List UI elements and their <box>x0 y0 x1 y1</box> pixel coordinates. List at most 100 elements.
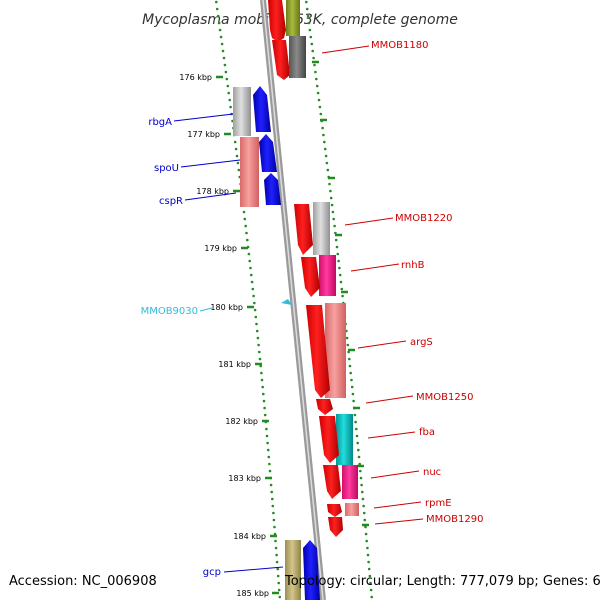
ring-dot <box>310 42 314 46</box>
tick-label: 185 kbp <box>236 589 269 598</box>
ring-dot <box>322 133 325 137</box>
ring-dot <box>236 161 240 165</box>
ring-dot <box>255 322 258 326</box>
ring-dot <box>359 476 363 480</box>
gene-label-fba: fba <box>419 427 435 438</box>
ring-dot <box>324 154 328 158</box>
tick-label: 176 kbp <box>179 73 212 82</box>
ring-dot <box>311 49 315 53</box>
ring-dot <box>347 350 350 354</box>
ring-dot <box>218 28 222 32</box>
ring-dot <box>277 588 281 592</box>
ring-dot <box>351 392 355 396</box>
gene-label-MMOB9030: MMOB9030 <box>141 306 198 317</box>
ring-dot <box>260 371 263 375</box>
gene-arrow-forward <box>268 0 286 42</box>
ring-dot <box>362 504 365 508</box>
ring-dot <box>252 294 255 298</box>
ring-dot <box>337 259 340 263</box>
leader-line <box>321 45 370 54</box>
ring-dot <box>352 399 355 403</box>
gene-label-argS: argS <box>410 337 433 348</box>
cog-bar <box>325 303 346 398</box>
ring-dot <box>275 560 279 564</box>
ring-dot <box>226 84 230 88</box>
gene-arrow-small <box>281 299 292 305</box>
ring-dot <box>215 7 219 11</box>
tick-label: 181 kbp <box>218 360 251 369</box>
gene-label-MMOB1220: MMOB1220 <box>395 213 452 224</box>
ring-dot <box>267 455 271 459</box>
ring-dot <box>261 385 265 389</box>
ring-dot <box>276 567 280 571</box>
ring-dot <box>341 294 344 298</box>
ring-dot <box>369 581 372 585</box>
ring-dot <box>272 518 276 522</box>
ring-dot <box>245 231 248 235</box>
ring-dot <box>276 574 280 578</box>
ring-dot <box>229 105 232 109</box>
ring-dot <box>273 532 277 536</box>
genome-backbone <box>260 0 326 600</box>
tick-label: 178 kbp <box>196 187 229 196</box>
gene-label-MMOB1290: MMOB1290 <box>426 514 483 525</box>
ring-dot <box>228 98 231 102</box>
ring-dot <box>365 539 369 543</box>
gene-label-rbgA: rbgA <box>148 117 172 128</box>
ring-dot <box>314 70 317 74</box>
gene-arrow-forward <box>306 305 330 398</box>
ring-dot <box>360 483 363 487</box>
ring-dot <box>271 504 275 508</box>
ring-dot <box>256 336 260 340</box>
ring-dot <box>349 371 353 375</box>
ring-dot <box>326 168 330 172</box>
ring-dot <box>325 161 329 165</box>
tick-label: 179 kbp <box>204 244 237 253</box>
ring-dot <box>306 14 310 18</box>
ring-dot <box>260 378 264 382</box>
ring-dot <box>335 245 339 249</box>
leader-line <box>367 431 416 439</box>
ring-dot <box>259 364 263 368</box>
gene-arrow-forward <box>323 465 341 499</box>
gene-arrow-reverse <box>259 134 277 172</box>
ring-dot <box>255 329 259 333</box>
cog-bar <box>319 255 336 296</box>
tick-label: 184 kbp <box>233 532 266 541</box>
ring-dot <box>364 525 367 529</box>
ring-dot <box>219 35 223 39</box>
ring-dot <box>348 364 352 368</box>
ring-dot <box>319 112 323 116</box>
ring-dot <box>217 21 221 25</box>
gene-label-spoU: spoU <box>154 163 179 174</box>
gene-arrow-reverse <box>264 173 281 205</box>
ring-dot <box>250 280 254 284</box>
ring-dot <box>233 140 237 144</box>
ring-dot <box>358 462 362 466</box>
ring-dot <box>333 224 336 228</box>
ring-dot <box>235 154 239 158</box>
cog-bar <box>313 202 330 255</box>
ring-dot <box>222 56 226 60</box>
ring-dot <box>367 560 370 564</box>
ring-dot <box>363 518 367 522</box>
ring-dot <box>216 14 220 18</box>
ring-dot <box>313 63 316 67</box>
ring-dot <box>268 462 271 466</box>
gene-arrow-forward <box>319 416 339 463</box>
leader-line <box>180 159 241 168</box>
ring-dot <box>315 77 318 81</box>
cog-bar <box>286 0 300 36</box>
ring-dot <box>224 70 228 74</box>
ring-dot <box>254 315 258 319</box>
ring-dot <box>350 378 353 382</box>
gene-features <box>233 0 359 600</box>
ring-dot <box>275 553 278 557</box>
leader-line <box>373 501 422 509</box>
ring-dot <box>357 448 360 452</box>
leader-line <box>365 395 414 404</box>
ring-dot <box>277 581 281 585</box>
ruler-dotted-rings <box>215 0 374 599</box>
ring-dot <box>278 595 282 599</box>
ring-dot <box>366 546 369 550</box>
